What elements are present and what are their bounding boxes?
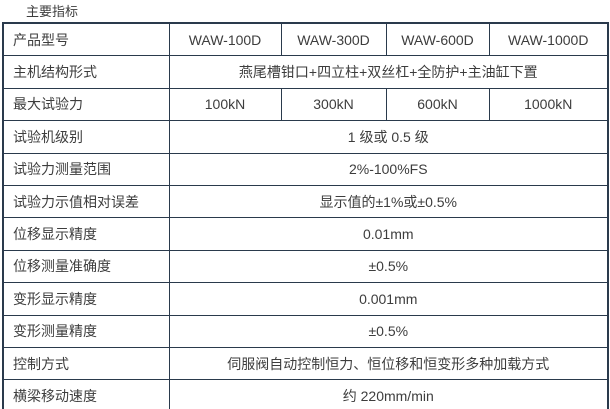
row-label: 位移测量准确度 [2, 249, 170, 284]
row-label: 最大试验力 [2, 87, 170, 122]
table-row-displacement-resolution: 位移显示精度 0.01mm [2, 217, 609, 251]
table-row-machine-class: 试验机级别 1 级或 0.5 级 [2, 120, 609, 154]
row-label: 位移显示精度 [2, 217, 170, 251]
row-label: 变形测量精度 [2, 314, 170, 348]
row-value: 显示值的±1%或±0.5% [168, 184, 609, 219]
table-row-max-force: 最大试验力 100kN 300kN 600kN 1000kN [2, 87, 609, 122]
spec-table: 产品型号 WAW-100D WAW-300D WAW-600D WAW-1000… [2, 22, 609, 409]
row-value: ±0.5% [168, 314, 609, 348]
row-label: 横梁移动速度 [2, 379, 170, 409]
row-value: 约 220mm/min [168, 379, 609, 409]
value-cell: 300kN [280, 87, 387, 122]
table-row-structure: 主机结构形式 燕尾槽钳口+四立柱+双丝杠+全防护+主油缸下置 [2, 55, 609, 89]
row-value: 2%-100%FS [168, 152, 609, 186]
table-row-displacement-accuracy: 位移测量准确度 ±0.5% [2, 249, 609, 284]
page-title: 主要指标 [26, 4, 79, 19]
model-cell: WAW-100D [168, 22, 282, 57]
table-row-control-mode: 控制方式 伺服阀自动控制恒力、恒位移和恒变形多种加载方式 [2, 346, 609, 381]
row-label: 控制方式 [2, 346, 170, 381]
row-label: 试验力示值相对误差 [2, 184, 170, 219]
table-row-crosshead-speed: 横梁移动速度 约 220mm/min [2, 379, 609, 409]
row-value: 0.001mm [168, 282, 609, 316]
row-label: 试验力测量范围 [2, 152, 170, 186]
value-cell: 100kN [168, 87, 282, 122]
table-row-force-range: 试验力测量范围 2%-100%FS [2, 152, 609, 186]
row-label: 主机结构形式 [2, 55, 170, 89]
value-cell: 1000kN [488, 87, 609, 122]
row-value: 0.01mm [168, 217, 609, 251]
model-cell: WAW-1000D [488, 22, 609, 57]
row-value: ±0.5% [168, 249, 609, 284]
row-value: 1 级或 0.5 级 [168, 120, 609, 154]
table-row-deformation-resolution: 变形显示精度 0.001mm [2, 282, 609, 316]
table-row-product-model: 产品型号 WAW-100D WAW-300D WAW-600D WAW-1000… [2, 22, 609, 57]
row-value: 燕尾槽钳口+四立柱+双丝杠+全防护+主油缸下置 [168, 55, 609, 89]
table-row-deformation-accuracy: 变形测量精度 ±0.5% [2, 314, 609, 348]
table-row-force-error: 试验力示值相对误差 显示值的±1%或±0.5% [2, 184, 609, 219]
row-label: 变形显示精度 [2, 282, 170, 316]
row-label: 试验机级别 [2, 120, 170, 154]
model-cell: WAW-600D [385, 22, 490, 57]
row-label: 产品型号 [2, 22, 170, 57]
row-value: 伺服阀自动控制恒力、恒位移和恒变形多种加载方式 [168, 346, 609, 381]
model-cell: WAW-300D [280, 22, 387, 57]
value-cell: 600kN [385, 87, 490, 122]
